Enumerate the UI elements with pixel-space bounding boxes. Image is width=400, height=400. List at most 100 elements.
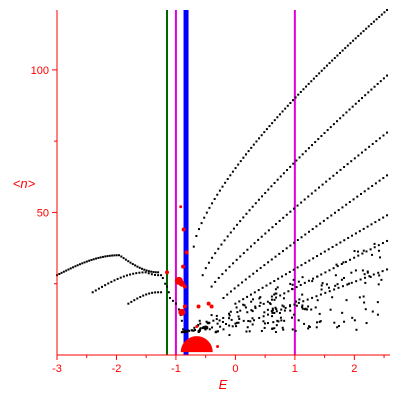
data-point: [295, 304, 298, 307]
data-point: [317, 138, 320, 141]
data-point: [331, 296, 334, 299]
data-point: [305, 85, 308, 88]
data-point: [236, 223, 239, 226]
data-point: [294, 329, 297, 332]
data-point: [366, 225, 369, 228]
data-point: [245, 212, 248, 215]
data-point: [184, 329, 187, 332]
data-point: [203, 216, 206, 219]
data-point: [378, 137, 381, 140]
data-point: [363, 190, 366, 193]
x-tick-label: 2: [351, 363, 357, 375]
data-point: [292, 268, 295, 271]
data-point: [136, 297, 139, 300]
data-point: [217, 330, 220, 333]
data-point: [291, 287, 294, 290]
data-point: [353, 256, 356, 259]
data-point: [207, 322, 210, 325]
data-point: [346, 44, 349, 47]
data-point: [283, 292, 286, 295]
data-point: [166, 285, 169, 288]
data-point: [386, 74, 389, 77]
data-point: [354, 269, 357, 272]
data-point: [72, 266, 75, 269]
data-point: [260, 329, 263, 332]
data-point: [263, 326, 266, 329]
data-point: [253, 242, 256, 245]
data-point: [276, 116, 279, 119]
data-point: [386, 174, 389, 177]
data-point: [193, 326, 196, 329]
data-point: [320, 273, 323, 276]
data-point: [154, 271, 157, 274]
data-point: [132, 272, 135, 275]
data-point: [342, 276, 345, 279]
data-point: [276, 178, 279, 181]
data-point: [376, 313, 379, 316]
data-point: [368, 145, 371, 148]
data-point: [199, 327, 202, 330]
data-point: [207, 261, 210, 264]
data-point: [336, 54, 339, 57]
data-point: [339, 168, 342, 171]
data-point: [261, 195, 264, 198]
data-point: [307, 230, 310, 233]
data-point: [252, 272, 255, 275]
data-point: [289, 210, 292, 213]
data-point: [332, 123, 335, 126]
data-point: [248, 275, 251, 278]
data-point: [204, 325, 207, 328]
data-point: [345, 203, 348, 206]
data-point: [308, 259, 311, 262]
data-point: [236, 311, 239, 314]
data-point: [154, 291, 157, 294]
data-point: [255, 140, 258, 143]
data-point: [276, 286, 279, 289]
data-point: [366, 271, 369, 274]
data-point: [180, 331, 183, 334]
data-point: [362, 295, 365, 298]
data-point: [320, 288, 323, 291]
data-point: [303, 281, 306, 284]
data-point: [242, 156, 245, 159]
data-point: [344, 260, 347, 263]
data-point: [130, 300, 133, 303]
data-point: [334, 274, 337, 277]
data-point: [223, 239, 226, 242]
data-point: [332, 174, 335, 177]
data-point: [296, 239, 299, 242]
data-point: [339, 241, 342, 244]
data-point: [215, 318, 218, 321]
data-point: [369, 275, 372, 278]
data-point: [361, 252, 364, 255]
data-point: [210, 285, 213, 288]
data-point: [150, 270, 153, 273]
data-point: [182, 330, 185, 333]
data-point: [316, 321, 319, 324]
data-point: [319, 222, 322, 225]
data-point: [122, 257, 125, 260]
data-point: [307, 305, 310, 308]
data-point: [218, 189, 221, 192]
data-point: [113, 279, 116, 282]
data-point: [235, 321, 238, 324]
data-point: [233, 287, 236, 290]
data-point: [281, 304, 284, 307]
data-point: [228, 265, 231, 268]
data-point: [111, 254, 114, 257]
data-point: [250, 300, 253, 303]
data-point: [151, 291, 154, 294]
data-point: [352, 39, 355, 42]
data-point: [271, 122, 274, 125]
data-point: [314, 189, 317, 192]
highlight-points: [165, 205, 220, 353]
data-point: [280, 319, 283, 322]
data-point: [191, 329, 194, 332]
data-point: [372, 273, 375, 276]
data-point: [350, 281, 353, 284]
vertical-reference-lines: [166, 10, 296, 355]
data-point: [322, 219, 325, 222]
data-point: [362, 249, 365, 252]
data-point: [291, 316, 294, 319]
data-point: [332, 267, 335, 270]
